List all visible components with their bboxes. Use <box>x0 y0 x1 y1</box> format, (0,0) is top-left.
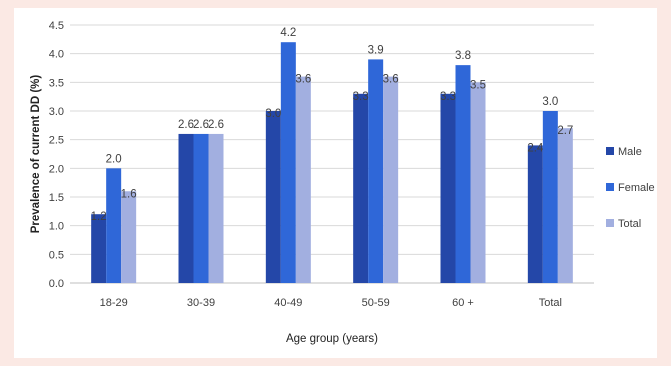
data-labels: 1.22.01.62.6 2.6 2.63.04.23.63.33.93.63.33… <box>91 27 574 223</box>
bar-total <box>557 128 573 283</box>
data-label: 3.9 <box>368 44 384 56</box>
y-tick-label: 4.0 <box>49 49 64 61</box>
data-label: 3.8 <box>455 50 471 62</box>
legend-swatch-total <box>606 219 614 227</box>
bar-total <box>295 76 311 283</box>
y-tick-label: 2.0 <box>49 163 64 175</box>
bar-male <box>91 214 107 283</box>
data-label: 3.3 <box>440 91 456 103</box>
data-label: 3.6 <box>295 74 311 86</box>
bar-male <box>178 133 194 283</box>
bar-female <box>280 42 296 284</box>
legend-label-female: Female <box>618 182 655 194</box>
y-tick-label: 1.0 <box>49 221 64 233</box>
y-tick-label: 2.5 <box>49 135 64 147</box>
data-label: 2.6 <box>178 119 194 131</box>
x-tick-label: 30-39 <box>187 297 215 309</box>
bar-female <box>455 65 471 283</box>
legend-swatch-male <box>606 147 614 155</box>
bar-female <box>106 168 122 283</box>
x-axis-title: Age group (years) <box>286 333 378 345</box>
y-tick-label: 4.5 <box>49 20 64 32</box>
data-label: 1.2 <box>91 211 107 223</box>
bar-male <box>265 111 281 283</box>
y-tick-label: 1.5 <box>49 192 64 204</box>
bars <box>91 42 573 284</box>
bar-female <box>193 133 209 283</box>
data-label: 2.4 <box>527 142 544 154</box>
x-tick-label: 50-59 <box>362 297 390 309</box>
data-label: 1.6 <box>121 188 137 200</box>
data-label: 2.6 <box>208 119 224 131</box>
x-tick-label: 40-49 <box>274 297 302 309</box>
bar-male <box>527 145 543 283</box>
bar-male <box>440 93 456 283</box>
bar-female <box>542 111 558 283</box>
data-label: 3.6 <box>383 74 399 86</box>
bar-total <box>470 82 486 283</box>
data-label: 2.6 <box>193 119 209 131</box>
bar-total <box>383 76 399 283</box>
data-label: 3.5 <box>470 79 486 91</box>
x-tick-label: 60 + <box>452 297 474 309</box>
legend-label-male: Male <box>618 146 642 158</box>
bar-chart: 0.0 0.5 1.0 1.5 2.0 2.5 3.0 3.5 4.0 4.5 1.2 2.0 1.6… <box>30 20 655 345</box>
bar-male <box>353 93 369 283</box>
legend: Male Female Total <box>606 146 655 230</box>
y-axis-title: Prevalence of current DD (%) <box>30 75 42 234</box>
bar-female <box>368 59 384 284</box>
bar-total <box>121 191 137 283</box>
data-label: 4.2 <box>280 27 296 39</box>
data-label: 3.3 <box>353 91 369 103</box>
y-tick-label: 3.0 <box>49 106 64 118</box>
x-tick-label: Total <box>539 297 562 309</box>
bar-total <box>208 133 224 283</box>
y-tick-label: 0.0 <box>49 278 64 290</box>
y-axis-ticks: 0.0 0.5 1.0 1.5 2.0 2.5 3.0 3.5 4.0 4.5 <box>49 20 64 290</box>
x-tick-label: 18-29 <box>100 297 128 309</box>
x-axis-ticks: 18-29 30-39 40-49 50-59 60 + Total <box>100 297 562 309</box>
data-label: 3.0 <box>542 96 558 108</box>
legend-swatch-female <box>606 183 614 191</box>
gridlines <box>70 24 594 284</box>
legend-label-total: Total <box>618 218 641 230</box>
data-label: 2.0 <box>106 153 122 165</box>
y-tick-label: 3.5 <box>49 77 64 89</box>
data-label: 2.7 <box>557 125 573 137</box>
chart-frame: 0.0 0.5 1.0 1.5 2.0 2.5 3.0 3.5 4.0 4.5 1.2 2.0 1.6… <box>14 8 657 358</box>
data-label: 3.0 <box>265 108 281 120</box>
y-tick-label: 0.5 <box>49 249 64 261</box>
